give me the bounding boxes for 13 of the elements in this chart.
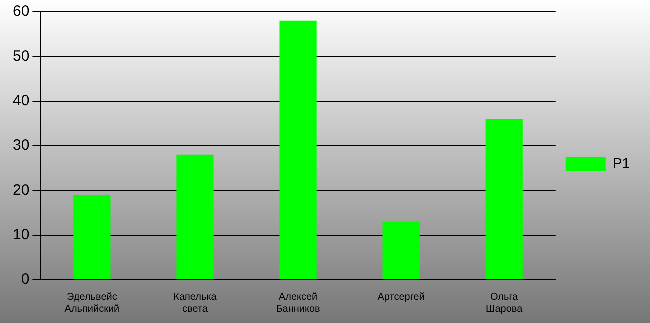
x-tick-label: Капелька света [174,292,218,315]
y-tick-label: 0 [21,271,30,288]
y-tick-label: 30 [12,137,30,154]
y-tick-label: 40 [12,92,30,110]
legend-label: P1 [612,154,630,171]
y-tick-label: 10 [12,226,30,244]
y-tick-label: 20 [12,182,30,199]
y-tick-label: 60 [12,3,30,20]
x-tick-label: Ольга Шарова [486,292,524,315]
x-tick-label: Артсергей [378,292,425,303]
x-tick-label: Алексей Банников [276,292,320,315]
x-tick-label: Эдельвейс Альпийский [64,292,120,315]
y-tick-label: 50 [12,48,30,65]
